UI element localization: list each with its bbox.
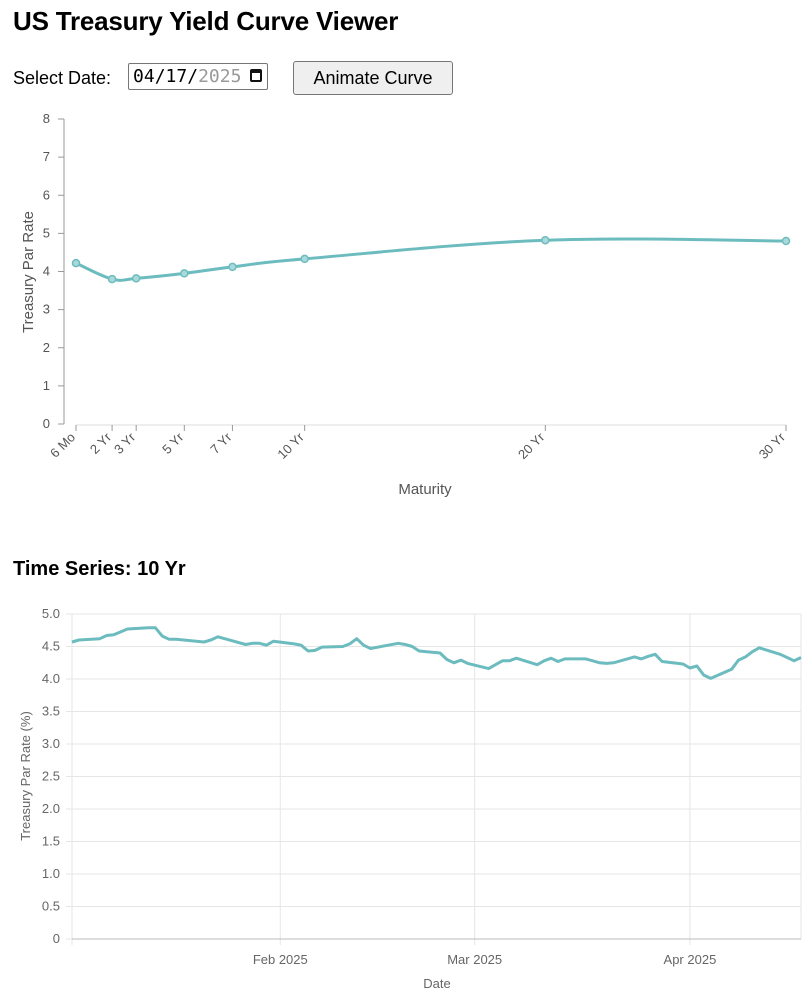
yield-point (107, 274, 117, 284)
y-tick-label: 4.5 (42, 639, 60, 654)
calendar-icon[interactable] (250, 69, 262, 82)
y-tick-label: 1.5 (42, 834, 60, 849)
y-tick-label: 6 (43, 187, 50, 202)
y-tick-label: 1 (43, 378, 50, 393)
ten-year-series-line (71, 626, 802, 680)
y-tick-label: 8 (43, 111, 50, 126)
page-title: US Treasury Yield Curve Viewer (13, 6, 399, 36)
y-tick-label: 1.0 (42, 866, 60, 881)
date-label: Select Date: (13, 68, 112, 88)
y-axis-title: Treasury Par Rate (%) (18, 711, 33, 841)
date-separator: / (187, 66, 199, 87)
x-tick-label: Mar 2025 (447, 952, 502, 967)
y-tick-label: 3.5 (42, 704, 60, 719)
y-tick-label: 4 (43, 264, 50, 279)
y-tick-label: 0 (53, 931, 60, 946)
y-tick-label: 5.0 (42, 606, 60, 621)
yield-point (781, 236, 791, 246)
y-tick-label: 0.5 (42, 899, 60, 914)
yield-point (300, 254, 309, 264)
date-day[interactable]: 17 (165, 66, 188, 87)
yield-point (541, 235, 550, 245)
yield-point (228, 262, 237, 272)
y-axis-title: Treasury Par Rate (20, 211, 37, 333)
date-month[interactable]: 04 (133, 66, 155, 87)
date-input[interactable]: 04/17/2025 (128, 63, 268, 90)
time-series-title: Time Series: 10 Yr (13, 558, 186, 580)
x-axis-title: Date (423, 976, 450, 991)
yield-point (131, 274, 141, 283)
y-tick-label: 3 (43, 302, 50, 317)
y-tick-label: 2 (43, 340, 50, 355)
date-year[interactable]: 2025 (198, 66, 242, 87)
y-tick-label: 2.5 (42, 769, 60, 784)
date-separator: / (154, 66, 166, 87)
controls-bar: Select Date: 04/17/2025 Animate Curve (13, 61, 793, 95)
y-tick-label: 7 (43, 149, 50, 164)
yield-point (180, 269, 189, 278)
y-tick-label: 4.0 (42, 671, 60, 686)
x-tick-label: Feb 2025 (253, 952, 308, 967)
yield-point (71, 258, 81, 268)
y-tick-label: 5 (43, 225, 50, 240)
y-tick-label: 0 (43, 416, 50, 431)
x-tick-label: Apr 2025 (664, 952, 717, 967)
y-tick-label: 3.0 (42, 736, 60, 751)
animate-curve-button[interactable]: Animate Curve (293, 61, 453, 95)
y-tick-label: 2.0 (42, 801, 60, 816)
x-axis-title: Maturity (398, 481, 452, 498)
yield-curve-line (75, 237, 787, 282)
